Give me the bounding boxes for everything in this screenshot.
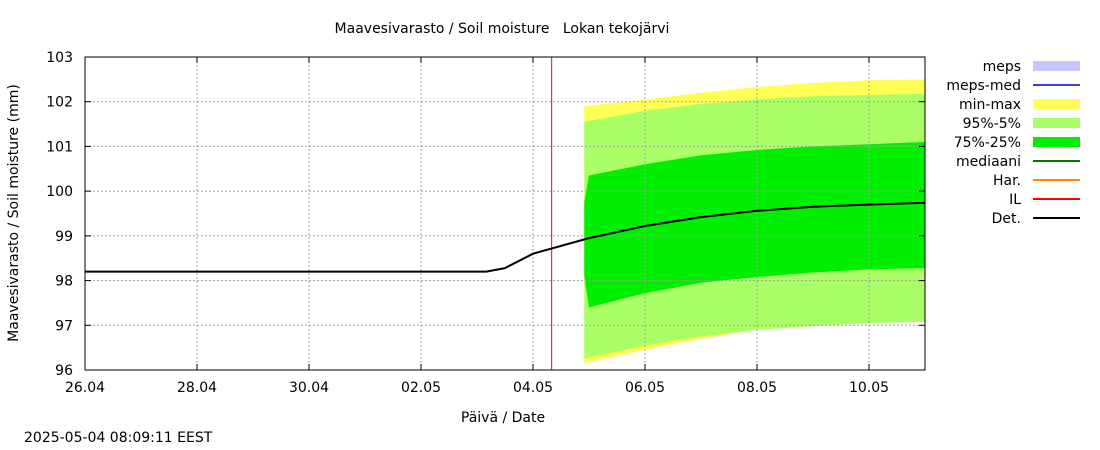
- legend-swatch-min-max: [1033, 99, 1080, 109]
- timestamp: 2025-05-04 08:09:11 EEST: [24, 430, 213, 446]
- x-axis-label: Päivä / Date: [461, 410, 545, 426]
- legend-label-meps: meps: [983, 59, 1021, 75]
- legend-label-mediaani: mediaani: [956, 154, 1021, 170]
- y-tick-label: 96: [55, 363, 73, 379]
- legend-label-il: IL: [1009, 192, 1021, 208]
- legend: meps meps-med min-max 95%-5% 75%-25% mediaani…: [946, 59, 1080, 227]
- legend-swatch-95-5-: [1033, 118, 1080, 128]
- legend-label-95-5-: 95%-5%: [963, 116, 1021, 132]
- legend-label-meps-med: meps-med: [946, 78, 1021, 94]
- legend-swatch-75-25-: [1033, 137, 1080, 147]
- y-tick-label: 100: [46, 184, 73, 200]
- x-tick-label: 26.04: [65, 380, 105, 396]
- y-tick-label: 101: [46, 139, 73, 155]
- legend-label-75-25-: 75%-25%: [954, 135, 1021, 151]
- legend-label-har-: Har.: [993, 173, 1021, 189]
- chart-title: Maavesivarasto / Soil moisture Lokan tek…: [335, 21, 670, 37]
- x-tick-label: 30.04: [289, 380, 329, 396]
- legend-label-det-: Det.: [992, 211, 1021, 227]
- y-tick-label: 97: [55, 318, 73, 334]
- legend-label-min-max: min-max: [959, 97, 1021, 113]
- plot-frame: [84, 56, 926, 371]
- x-tick-label: 04.05: [513, 380, 553, 396]
- x-tick-label: 02.05: [401, 380, 441, 396]
- y-tick-label: 103: [46, 50, 73, 66]
- x-tick-label: 10.05: [849, 380, 889, 396]
- x-tick-label: 08.05: [737, 380, 777, 396]
- series-line-det-: [85, 201, 926, 273]
- y-tick-label: 102: [46, 95, 73, 111]
- band-75-25-: [584, 142, 925, 308]
- y-tick-label: 99: [55, 229, 73, 245]
- y-axis-label: Maavesivarasto / Soil moisture (mm): [6, 84, 22, 342]
- x-tick-label: 28.04: [177, 380, 217, 396]
- legend-swatch-meps: [1033, 61, 1080, 71]
- y-tick-label: 98: [55, 274, 73, 290]
- plot-area: 96 97 98 99 100 101 102 103 26.04 28.04 30.04 02.05…: [46, 50, 926, 396]
- x-tick-label: 06.05: [625, 380, 665, 396]
